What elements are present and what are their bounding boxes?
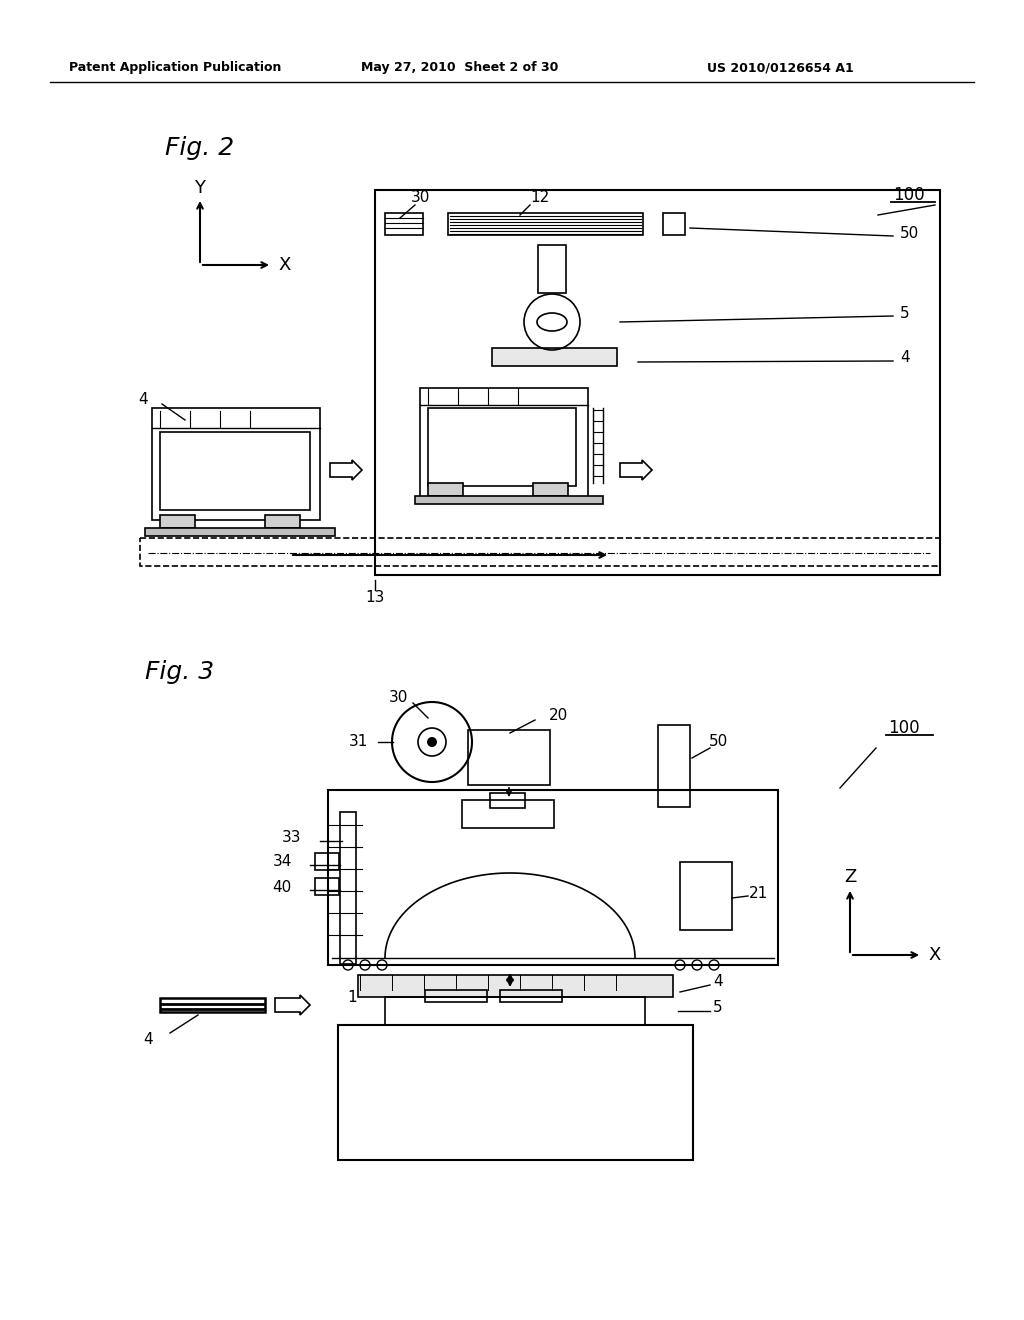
Bar [680, 862, 732, 931]
Text: 30: 30 [388, 689, 408, 705]
Bar [468, 730, 550, 785]
Text: Z: Z [844, 869, 856, 886]
Bar [425, 990, 487, 1002]
FancyArrow shape [330, 459, 362, 480]
Text: 31: 31 [348, 734, 368, 750]
Bar [152, 408, 319, 520]
Text: X: X [279, 256, 291, 275]
Text: 34: 34 [272, 854, 292, 870]
Bar [145, 528, 335, 536]
Bar [385, 213, 423, 235]
Text: 1: 1 [347, 990, 356, 1005]
Bar [160, 515, 195, 528]
Bar [328, 789, 778, 965]
Text: 13: 13 [366, 590, 385, 606]
FancyArrow shape [620, 459, 652, 480]
FancyArrow shape [275, 995, 310, 1015]
Text: May 27, 2010  Sheet 2 of 30: May 27, 2010 Sheet 2 of 30 [361, 62, 559, 74]
Bar [462, 800, 554, 828]
Text: 50: 50 [709, 734, 728, 750]
Text: 20: 20 [549, 708, 567, 722]
Circle shape [427, 737, 437, 747]
Text: 40: 40 [272, 879, 292, 895]
Bar [265, 515, 300, 528]
Bar [663, 213, 685, 235]
Bar [658, 725, 690, 807]
Text: 4: 4 [713, 974, 723, 990]
Text: 100: 100 [888, 719, 920, 737]
Bar [160, 998, 265, 1012]
Bar [428, 483, 463, 496]
Text: 5: 5 [713, 1001, 723, 1015]
Text: 4: 4 [143, 1032, 153, 1048]
Bar [315, 853, 339, 870]
Text: Fig. 3: Fig. 3 [145, 660, 214, 684]
Bar [340, 812, 356, 964]
Text: 21: 21 [749, 886, 768, 900]
Bar [375, 190, 940, 576]
Text: 5: 5 [900, 305, 909, 321]
Bar [315, 878, 339, 895]
Bar [490, 793, 525, 808]
Text: 50: 50 [900, 226, 920, 240]
Bar [385, 997, 645, 1026]
Bar [420, 388, 588, 500]
Bar [160, 432, 310, 510]
Text: 33: 33 [283, 830, 302, 846]
Bar [500, 990, 562, 1002]
Text: US 2010/0126654 A1: US 2010/0126654 A1 [707, 62, 853, 74]
Text: Y: Y [195, 180, 206, 197]
Bar [338, 1026, 693, 1160]
Text: X: X [929, 946, 941, 964]
Bar [534, 483, 568, 496]
Text: 12: 12 [530, 190, 550, 205]
Text: Patent Application Publication: Patent Application Publication [69, 62, 282, 74]
Text: 100: 100 [893, 186, 925, 205]
Bar [358, 975, 673, 997]
Bar [492, 348, 617, 366]
Bar [428, 408, 575, 486]
Bar [449, 213, 643, 235]
Text: 30: 30 [411, 190, 430, 205]
Bar [538, 246, 566, 293]
Text: 4: 4 [138, 392, 148, 408]
Bar [415, 496, 603, 504]
Text: Fig. 2: Fig. 2 [165, 136, 234, 160]
Bar [140, 539, 940, 566]
Text: 4: 4 [900, 351, 909, 366]
